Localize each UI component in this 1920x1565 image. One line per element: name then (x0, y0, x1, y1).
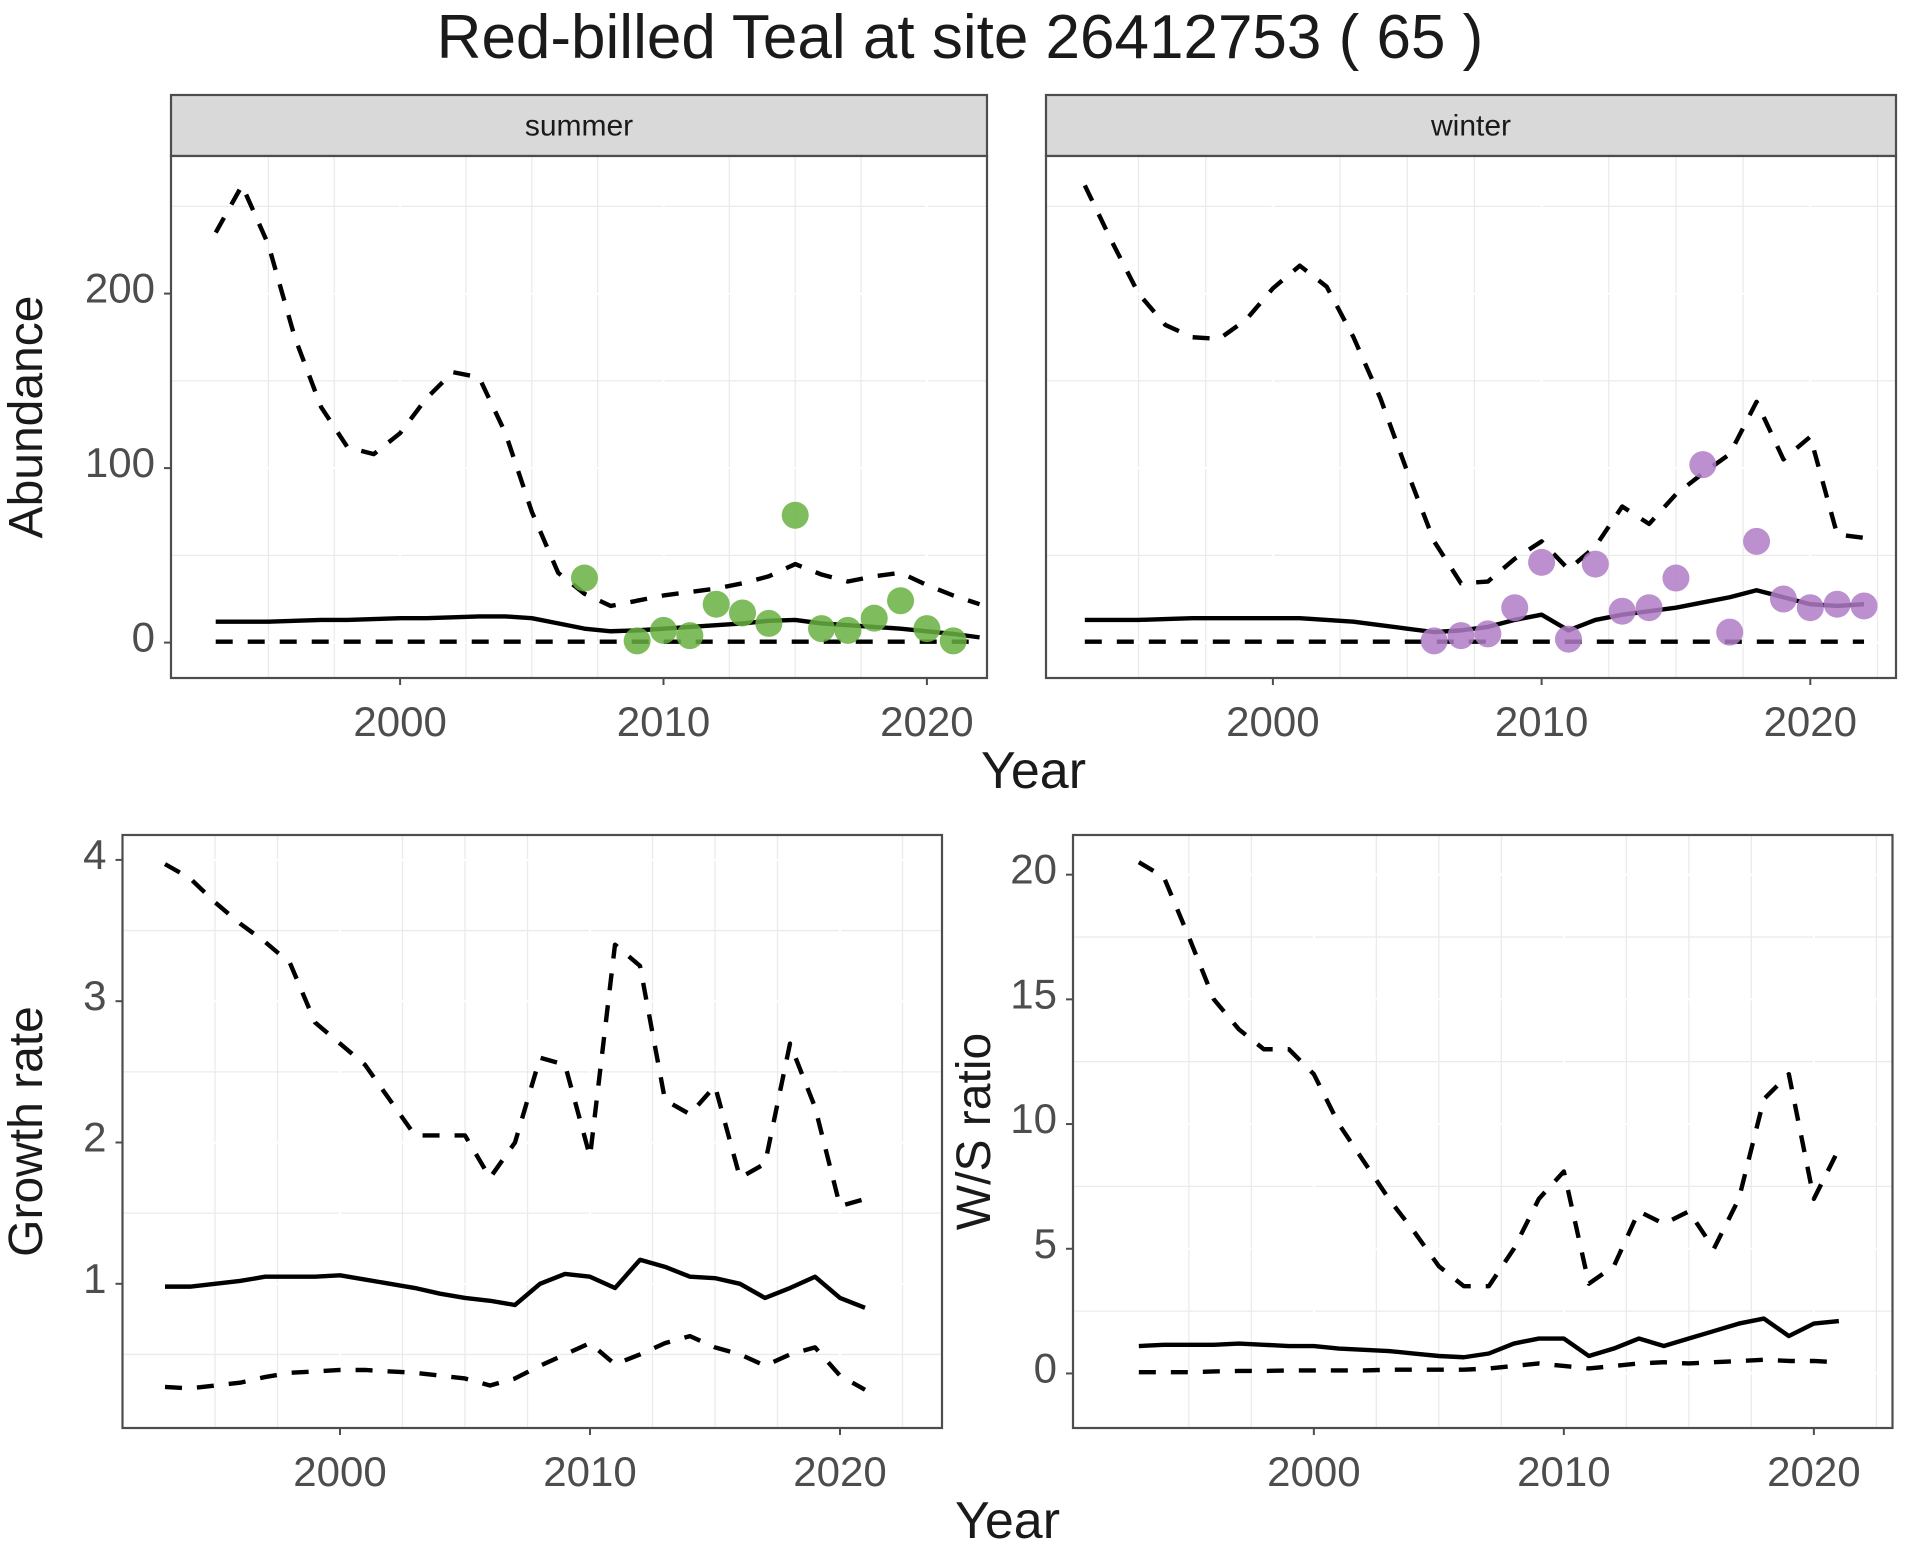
svg-text:Red-billed Teal at site 264127: Red-billed Teal at site 26412753 ( 65 ) (437, 3, 1484, 72)
svg-text:3: 3 (83, 972, 106, 1019)
svg-text:Year: Year (955, 1492, 1060, 1550)
svg-text:Growth rate: Growth rate (0, 1006, 53, 1257)
svg-text:2: 2 (83, 1114, 106, 1161)
svg-text:Abundance: Abundance (0, 296, 53, 539)
svg-text:1: 1 (83, 1255, 106, 1302)
svg-text:2020: 2020 (793, 1448, 886, 1495)
svg-text:2020: 2020 (880, 698, 973, 745)
svg-text:15: 15 (1010, 970, 1057, 1017)
svg-text:2000: 2000 (353, 698, 446, 745)
svg-text:2010: 2010 (1517, 1448, 1610, 1495)
svg-text:W/S ratio: W/S ratio (948, 1033, 1001, 1230)
svg-text:0: 0 (132, 614, 155, 661)
svg-text:Year: Year (981, 742, 1086, 800)
svg-text:summer: summer (525, 110, 633, 143)
svg-text:0: 0 (1034, 1344, 1057, 1391)
svg-text:2000: 2000 (1267, 1448, 1360, 1495)
svg-text:2010: 2010 (543, 1448, 636, 1495)
svg-text:5: 5 (1034, 1220, 1057, 1267)
svg-text:10: 10 (1010, 1095, 1057, 1142)
svg-text:2020: 2020 (1764, 698, 1857, 745)
svg-text:2000: 2000 (1226, 698, 1319, 745)
svg-text:winter: winter (1430, 110, 1511, 143)
svg-text:2010: 2010 (617, 698, 710, 745)
svg-text:100: 100 (85, 439, 155, 486)
svg-text:200: 200 (85, 265, 155, 312)
svg-text:2010: 2010 (1495, 698, 1588, 745)
svg-text:4: 4 (83, 831, 106, 878)
svg-text:2000: 2000 (293, 1448, 386, 1495)
svg-text:2020: 2020 (1767, 1448, 1860, 1495)
svg-text:20: 20 (1010, 846, 1057, 893)
